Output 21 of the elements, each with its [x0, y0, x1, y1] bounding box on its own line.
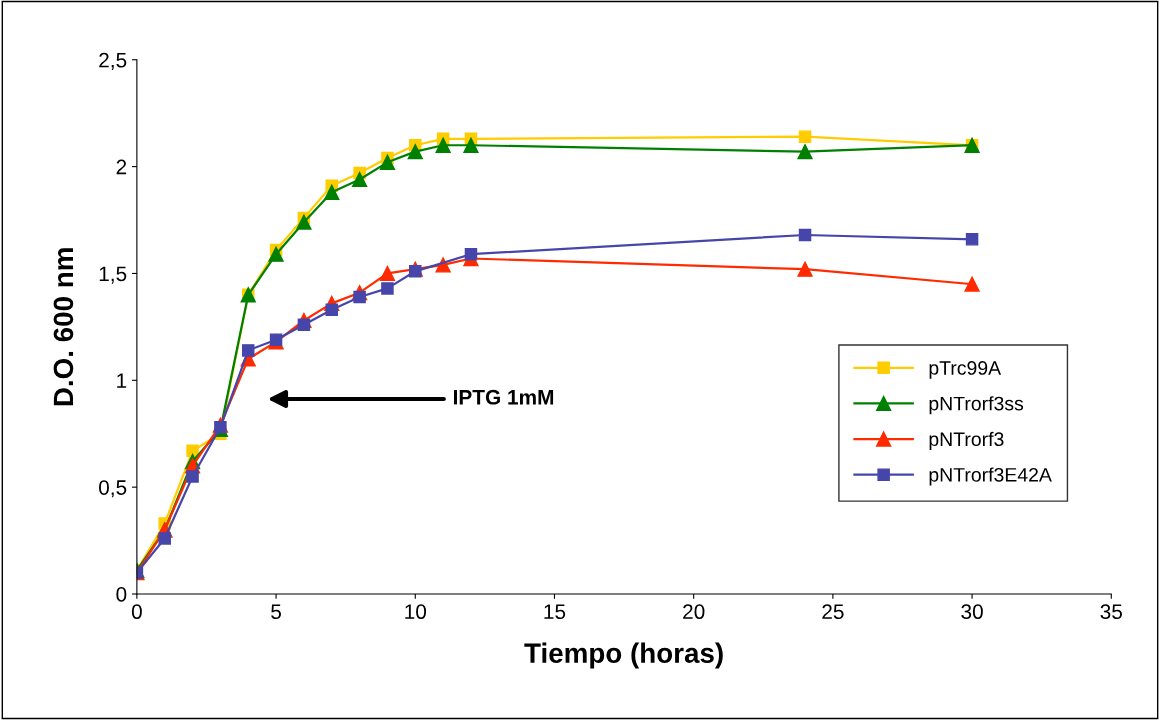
y-tick-label: 1,5: [99, 266, 127, 284]
y-tick-label: 2: [116, 159, 127, 175]
x-tick-label: 15: [544, 604, 566, 620]
y-tick-label: 2,5: [99, 52, 127, 70]
x-tick-label: 20: [683, 604, 705, 620]
legend-label: pNTrorf3E42A: [929, 467, 1052, 486]
x-tick-label: 30: [961, 604, 983, 620]
legend-label: pNTrorf3ss: [929, 396, 1024, 415]
x-tick-label: 5: [271, 604, 281, 620]
y-tick-label: 1: [117, 373, 127, 388]
annotation: IPTG 1mM: [453, 389, 554, 405]
x-tick-label: 10: [405, 604, 427, 620]
y-tick-label: 0: [116, 587, 127, 602]
x-tick-label: 35: [1100, 604, 1122, 620]
x-tick-label: 25: [822, 604, 844, 620]
x-tick-label: 0: [131, 604, 142, 620]
legend-label: pTrc99A: [929, 361, 1002, 379]
y-tick-label: 0,5: [99, 480, 127, 498]
legend-label: pNTrorf3: [929, 431, 1004, 450]
y-axis-title: D.O. 600 nm: [53, 248, 74, 406]
x-axis-title: Tiempo (horas): [524, 642, 723, 669]
